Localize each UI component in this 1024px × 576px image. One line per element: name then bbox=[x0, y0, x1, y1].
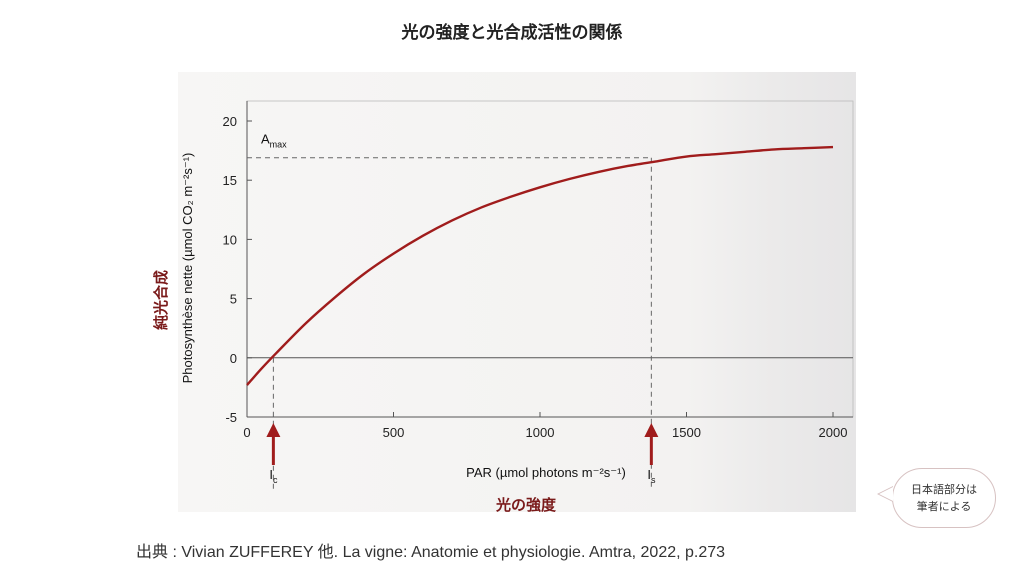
y-tick-label: 5 bbox=[230, 292, 237, 307]
is-label: Is bbox=[647, 467, 656, 485]
guide-lines bbox=[247, 157, 652, 489]
ic-arrow-head bbox=[266, 423, 281, 437]
plot-frame bbox=[246, 100, 854, 418]
axes bbox=[246, 100, 854, 418]
japanese-y-label: 純光合成 bbox=[152, 270, 170, 331]
is-arrow-head bbox=[644, 423, 659, 437]
y-tick-label: 10 bbox=[223, 232, 237, 247]
y-tick-label: 0 bbox=[230, 351, 237, 366]
y-tick-label: -5 bbox=[225, 410, 237, 425]
source-credit: 出典 : Vivian ZUFFEREY 他. La vigne: Anatom… bbox=[136, 544, 726, 561]
ic-label: Ic bbox=[269, 467, 278, 485]
book-scan-background bbox=[178, 72, 856, 512]
slide-title: 光の強度と光合成活性の関係 bbox=[401, 23, 623, 43]
x-tick-label: 1500 bbox=[672, 425, 701, 440]
note-bubble-tail-inner bbox=[879, 487, 893, 501]
note-line-1: 日本語部分は bbox=[911, 483, 977, 496]
tick-labels: -5 0 5 10 15 20 0 500 1000 1500 2000 bbox=[223, 114, 848, 440]
y-axis-label: Photosynthèse nette (µmol CO₂ m⁻²s⁻¹) bbox=[180, 153, 195, 384]
note-line-2: 筆者による bbox=[916, 500, 972, 513]
photosynthesis-curve bbox=[246, 145, 834, 386]
x-tick-label: 500 bbox=[383, 425, 405, 440]
translator-note: 日本語部分は 筆者による bbox=[892, 468, 996, 528]
x-tick-label: 1000 bbox=[526, 425, 555, 440]
amax-label: Amax bbox=[261, 132, 287, 150]
y-tick-label: 20 bbox=[223, 114, 237, 129]
x-tick-label: 2000 bbox=[819, 425, 848, 440]
y-tick-label: 15 bbox=[223, 173, 237, 188]
x-axis-label: PAR (µmol photons m⁻²s⁻¹) bbox=[466, 465, 626, 480]
japanese-x-label: 光の強度 bbox=[496, 496, 557, 514]
x-tick-label: 0 bbox=[243, 425, 250, 440]
annotations: Amax Ic Is bbox=[261, 132, 659, 485]
